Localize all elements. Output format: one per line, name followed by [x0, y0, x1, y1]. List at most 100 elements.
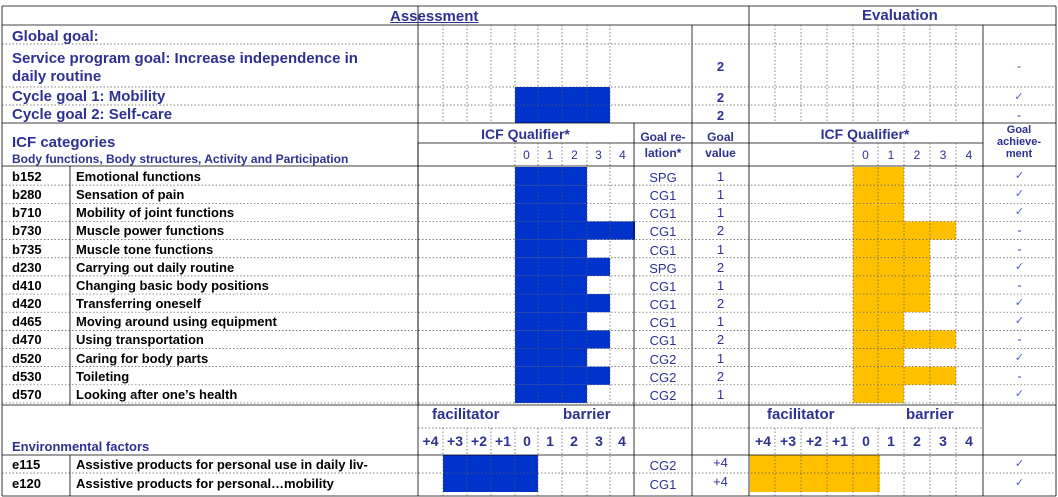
assessment-bar	[515, 221, 635, 240]
evaluation-bar	[853, 294, 930, 313]
goal-achievement-header: Goal achieve- ment	[983, 124, 1055, 160]
icf-category-name: Muscle tone functions	[76, 241, 214, 257]
assessment-scale-label: 2	[571, 148, 578, 162]
service-goal-label-2: daily routine	[12, 68, 102, 85]
goal-achievement: ✓	[1014, 387, 1025, 400]
env-barrier-scale-a: 2	[570, 433, 578, 449]
env-facilitator-scale-a: +1	[495, 433, 511, 449]
icf-code: d420	[12, 296, 42, 312]
env-facilitator-scale-a: +3	[447, 433, 463, 449]
assessment-bar	[515, 312, 587, 331]
cycle-goal-2-value: 2	[716, 108, 725, 123]
assessment-bar	[515, 203, 587, 222]
icf-code: b710	[12, 205, 42, 221]
cycle-goal-1-achievement: ✓	[1014, 91, 1024, 103]
goal-value: 1	[716, 277, 725, 293]
goal-relation: CG1	[649, 278, 677, 294]
goal-relation: CG2	[649, 369, 677, 385]
env-barrier-scale-a: 3	[595, 433, 603, 449]
goal-value: 1	[716, 241, 725, 257]
goal-relation: CG1	[649, 224, 677, 240]
evaluation-bar	[853, 221, 956, 240]
icf-code: b735	[12, 241, 42, 257]
env-barrier-scale-a: 4	[618, 433, 626, 449]
goal-achievement-header-l3: ment	[1005, 148, 1033, 160]
goal-value: 1	[716, 187, 725, 203]
icf-category-name: Muscle power functions	[76, 223, 225, 239]
evaluation-bar	[853, 275, 930, 295]
icf-code: d530	[12, 368, 42, 384]
goal-achievement-header-l2: achieve-	[996, 136, 1042, 148]
icf-code: b280	[12, 187, 42, 203]
assessment-scale-label: 3	[595, 148, 602, 162]
goal-achievement: -	[1017, 241, 1022, 256]
env-facilitator-scale-a: +4	[422, 433, 439, 449]
goal-relation: CG1	[649, 315, 677, 331]
service-goal-value: 2	[716, 59, 725, 74]
goal-achievement: ✓	[1014, 351, 1025, 364]
goal-achievement: ✓	[1014, 315, 1025, 328]
evaluation-bar	[853, 330, 956, 349]
assessment-scale-label: 1	[546, 148, 554, 162]
env-goal-value: +4	[713, 473, 728, 489]
goal-relation: CG1	[649, 297, 677, 313]
env-goal-relation: CG2	[649, 458, 677, 473]
goal-value-header-l1: Goal	[707, 130, 734, 144]
env-facilitator-scale-e: +4	[755, 433, 771, 449]
env-facilitator-label-a: facilitator	[432, 406, 500, 423]
icf-category-name: Looking after one’s health	[76, 386, 238, 402]
goal-achievement: -	[1017, 223, 1022, 238]
cycle-goal-2-label: Cycle goal 2: Self-care	[12, 106, 173, 123]
goal-relation: CG1	[649, 206, 677, 222]
assessment-bar	[515, 185, 587, 204]
icf-category-name: Transferring oneself	[76, 296, 201, 312]
env-barrier-scale-e: 1	[887, 433, 895, 449]
goal-relation: CG2	[649, 387, 677, 403]
assessment-bar	[515, 239, 587, 258]
icf-category-name: Caring for body parts	[76, 350, 209, 366]
icf-category-name: Carrying out daily routine	[76, 259, 235, 275]
icf-code: d230	[12, 259, 42, 275]
icf-categories-title: ICF categories	[12, 134, 116, 151]
env-evaluation-bar	[750, 455, 880, 474]
evaluation-qualifier-label: ICF Qualifier*	[820, 126, 910, 142]
env-assessment-bar	[443, 455, 538, 474]
assessment-bar	[515, 330, 610, 349]
goal-achievement: ✓	[1014, 297, 1025, 310]
evaluation-scale-label: 0	[862, 148, 869, 162]
env-facilitator-scale-e: +3	[780, 433, 796, 449]
evaluation-header: Evaluation	[862, 7, 938, 24]
goal-achievement-header-l1: Goal	[1006, 124, 1032, 136]
goal-value: 1	[716, 350, 725, 366]
icf-code: d465	[12, 314, 42, 330]
goal-relation-header: Goal re- lation*	[634, 130, 692, 160]
icf-code: b152	[12, 169, 42, 184]
evaluation-bar	[853, 384, 904, 403]
goal-value: 2	[716, 332, 725, 348]
env-goal-achievement: ✓	[1014, 458, 1025, 470]
env-evaluation-bar	[750, 473, 880, 492]
assessment-qualifier-label: ICF Qualifier*	[481, 126, 570, 142]
goal-value: 1	[716, 386, 725, 402]
assessment-bar	[515, 384, 587, 403]
assessment-bar	[515, 167, 587, 186]
goal-achievement: -	[1017, 368, 1022, 383]
assessment-scale-label: 4	[619, 148, 626, 162]
assessment-bar	[515, 257, 610, 276]
goal-relation: CG1	[649, 242, 677, 258]
goal-value-header: Goal value	[693, 130, 748, 160]
icf-code: d410	[12, 277, 42, 293]
env-factor-name: Assistive products for personal…mobility	[76, 475, 334, 491]
evaluation-scale-label: 1	[887, 148, 895, 162]
icf-category-name: Toileting	[76, 368, 130, 384]
assessment-bar	[515, 275, 587, 295]
env-facilitator-scale-e: +2	[806, 433, 822, 449]
assessment-scale-label: 0	[523, 148, 530, 162]
goal-relation: CG1	[649, 188, 677, 204]
env-barrier-scale-e: 0	[862, 433, 870, 449]
goal-relation: CG1	[649, 333, 677, 349]
goal-relation: CG2	[649, 351, 677, 367]
evaluation-bar	[853, 348, 904, 367]
goal-value: 2	[716, 368, 725, 384]
